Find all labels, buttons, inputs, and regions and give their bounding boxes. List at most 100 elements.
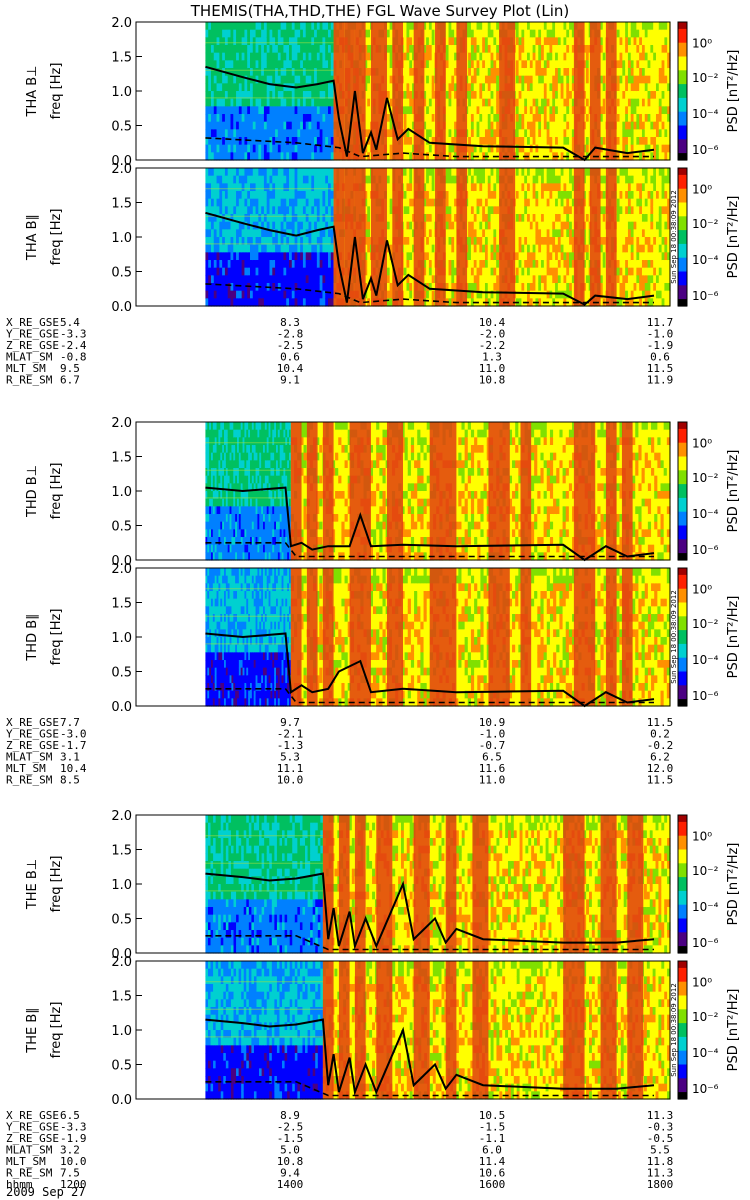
spectrogram-cell [451, 260, 455, 269]
spectrogram-cell [535, 52, 539, 61]
spectrogram-cell [406, 75, 410, 84]
spectrogram-cell [448, 91, 452, 100]
spectrogram-cell [249, 37, 254, 46]
spectrogram-cell [275, 45, 279, 54]
spectrogram-cell [275, 37, 279, 46]
spectrogram-cell [532, 98, 537, 107]
spectrogram-cell [566, 45, 570, 54]
spectrogram-cell [364, 52, 368, 61]
spectrogram-cell [205, 98, 209, 107]
spectrogram-cell [529, 152, 534, 161]
spectrogram-cell [585, 60, 590, 69]
spectrogram-cell [258, 244, 262, 253]
spectrogram-cell [236, 91, 240, 100]
spectrogram-cell [426, 114, 430, 123]
spectrogram-cell [583, 144, 587, 153]
spectrogram-cell [283, 275, 287, 284]
spectrogram-cell [625, 37, 629, 46]
spectrogram-cell [482, 206, 486, 215]
spectrogram-cell [291, 29, 296, 38]
spectrogram-cell [289, 183, 293, 192]
spectrogram-cell [291, 129, 296, 138]
spectrogram-cell [409, 198, 413, 207]
spectrogram-cell [241, 60, 246, 69]
spectrogram-cell [314, 198, 318, 207]
spectrogram-cell [247, 191, 251, 200]
burst-band [344, 22, 355, 160]
spectrogram-cell [546, 137, 551, 146]
spectrogram-cell [602, 91, 607, 100]
spectrogram-cell [454, 244, 458, 253]
spectrogram-cell [529, 75, 534, 84]
spectrogram-cell [423, 252, 427, 261]
spectrogram-cell [470, 214, 475, 223]
spectrogram-cell [476, 244, 480, 253]
spectrogram-cell [328, 191, 332, 200]
spectrogram-cell [521, 29, 525, 38]
spectrogram-cell [210, 244, 215, 253]
spectrogram-cell [266, 75, 271, 84]
spectrogram-cell [476, 68, 480, 77]
spectrogram-cell [258, 37, 262, 46]
spectrogram-cell [389, 298, 394, 307]
spectrogram-cell [484, 168, 489, 177]
spectrogram-cell [233, 137, 237, 146]
spectrogram-cell [479, 98, 483, 107]
spectrogram-cell [630, 106, 635, 115]
spectrogram-cell [650, 144, 654, 153]
spectrogram-cell [300, 191, 304, 200]
spectrogram-cell [518, 106, 523, 115]
spectrogram-cell [546, 52, 551, 61]
spectrogram-cell [633, 137, 637, 146]
spectrogram-cell [555, 37, 559, 46]
spectrogram-cell [484, 237, 489, 246]
spectrogram-cell [538, 83, 542, 92]
spectrogram-cell [619, 83, 623, 92]
spectrogram-cell [527, 114, 531, 123]
spectrogram-cell [496, 121, 500, 130]
spectrogram-cell [275, 237, 279, 246]
spectrogram-cell [661, 121, 665, 130]
spectrogram-cell [661, 98, 665, 107]
spectrogram-cell [275, 60, 279, 69]
spectrogram-cell [280, 114, 285, 123]
spectrogram-cell [272, 60, 276, 69]
spectrogram-cell [431, 206, 436, 215]
spectrogram-cell [496, 206, 500, 215]
spectrogram-cell [448, 137, 452, 146]
spectrogram-cell [325, 275, 329, 284]
spectrogram-cell [322, 45, 326, 54]
spectrogram-cell [549, 114, 553, 123]
spectrogram-cell [275, 52, 279, 61]
spectrogram-cell [487, 283, 492, 292]
spectrogram-cell [302, 129, 307, 138]
spectrogram-cell [667, 22, 671, 31]
spectrogram-cell [233, 52, 237, 61]
spectrogram-cell [224, 275, 229, 284]
spectrogram-cell [208, 290, 212, 299]
spectrogram-cell [389, 60, 394, 69]
spectrogram-cell [277, 45, 282, 54]
spectrogram-cell [650, 60, 654, 69]
spectrogram-cell [230, 252, 234, 261]
spectrogram-cell [277, 129, 282, 138]
spectrogram-cell [255, 244, 259, 253]
spectrogram-cell [314, 37, 318, 46]
spectrogram-cell [252, 45, 257, 54]
spectrogram-cell [322, 168, 326, 177]
spectrogram-cell [247, 260, 251, 269]
spectrogram-cell [280, 191, 285, 200]
spectrogram-cell [560, 91, 565, 100]
spectrogram-cell [524, 45, 528, 54]
spectrogram-cell [328, 68, 332, 77]
spectrogram-cell [585, 129, 590, 138]
spectrogram-cell [585, 106, 590, 115]
spectrogram-cell [208, 252, 212, 261]
spectrogram-cell [236, 275, 240, 284]
spectrogram-cell [636, 114, 640, 123]
spectrogram-cell [482, 229, 486, 238]
spectrogram-cell [532, 106, 537, 115]
spectrogram-cell [322, 221, 326, 230]
spectrogram-cell [451, 98, 455, 107]
spectrogram-cell [496, 290, 500, 299]
